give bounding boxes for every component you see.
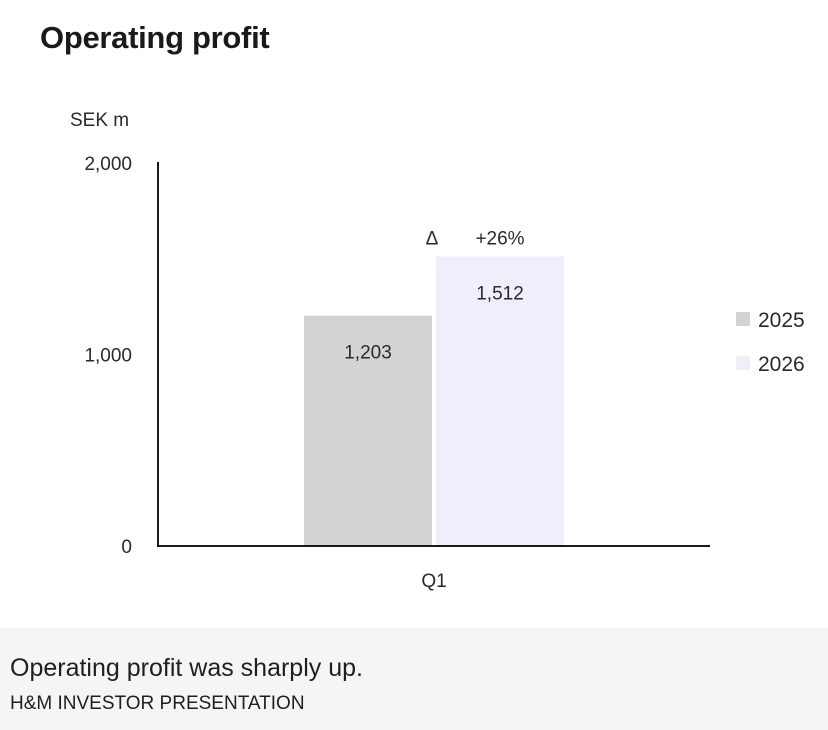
- growth-percentage: +26%: [475, 228, 524, 249]
- x-tick-group: Q1: [421, 571, 446, 592]
- y-tick-label: 1,000: [84, 346, 132, 367]
- bar-value-label-2025: 1,203: [344, 343, 392, 364]
- y-unit-label: SEK m: [70, 110, 129, 131]
- x-tick-label: Q1: [421, 571, 446, 592]
- legend-swatch-2026: [736, 356, 750, 370]
- figure-caption: Operating profit was sharply up.: [10, 654, 363, 682]
- y-tick-label: 0: [121, 537, 132, 558]
- chart-card: Operating profit SEK m 0 1,000 2,000 1,203…: [0, 0, 828, 628]
- bar-2026: [436, 256, 564, 546]
- legend-label-2026: 2026: [758, 353, 805, 376]
- y-tick-group: 0 1,000 2,000: [84, 154, 132, 558]
- figure-credit: H&M INVESTOR PRESENTATION: [10, 693, 305, 714]
- legend-swatch-2025: [736, 312, 750, 326]
- bar-value-label-2026: 1,512: [476, 283, 524, 304]
- growth-annotation: Δ +26%: [426, 228, 525, 249]
- legend-label-2025: 2025: [758, 309, 805, 332]
- bar-group: 1,203 1,512: [304, 256, 564, 546]
- legend: 2025 2026: [736, 309, 805, 376]
- chart-title: Operating profit: [40, 20, 270, 55]
- delta-symbol: Δ: [426, 228, 439, 249]
- y-tick-label: 2,000: [84, 154, 132, 175]
- bar-2025: [304, 315, 432, 546]
- operating-profit-chart: SEK m 0 1,000 2,000 1,203 1,512 Q1 Δ +26% 20…: [70, 110, 805, 592]
